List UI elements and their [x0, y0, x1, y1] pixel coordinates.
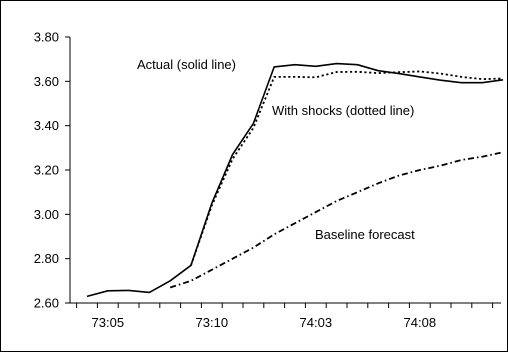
y-axis-ticks: 2.60 2.80 3.00 3.20 3.40 3.60 3.80: [34, 30, 70, 311]
y-tick-label: 2.60: [34, 296, 59, 311]
series-line-actual: [86, 62, 504, 298]
annotation-actual: Actual (solid line): [137, 57, 236, 72]
series-lines: [86, 62, 504, 298]
series-line-with-shocks: [190, 70, 504, 266]
x-tick-label: 73:05: [92, 315, 125, 330]
y-tick-label: 2.80: [34, 251, 59, 266]
annotation-baseline: Baseline forecast: [315, 227, 415, 242]
y-tick-label: 3.60: [34, 74, 59, 89]
y-tick-label: 3.40: [34, 118, 59, 133]
y-tick-label: 3.00: [34, 207, 59, 222]
x-tick-label: 73:10: [196, 315, 229, 330]
series-line-baseline: [169, 151, 504, 289]
y-tick-label: 3.80: [34, 30, 59, 45]
x-tick-label: 74:08: [404, 315, 437, 330]
x-tick-label: 74:03: [300, 315, 333, 330]
x-axis-ticks: 73:05 73:10 74:03 74:08: [76, 303, 494, 330]
annotation-with-shocks: With shocks (dotted line): [272, 103, 414, 118]
y-tick-label: 3.20: [34, 163, 59, 178]
